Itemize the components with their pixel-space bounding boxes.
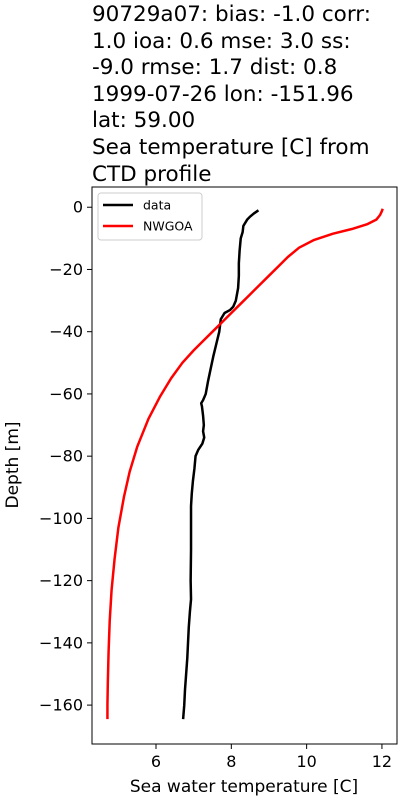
x-tick-label: 10: [296, 752, 316, 771]
title-line: lat: 59.00: [92, 108, 196, 134]
series-line-data: [181, 209, 260, 720]
x-axis-label: Sea water temperature [C]: [130, 777, 358, 797]
ticks-layer: 6 8 10 12 0 −20 −40 −60 −80 −100 −120 −140 −160: [39, 198, 392, 771]
y-tick-label: 0: [73, 198, 83, 217]
title-line: -9.0 rmse: 1.7 dist: 0.8: [92, 55, 338, 81]
title-line: 1999-07-26 lon: -151.96: [92, 81, 354, 107]
x-tick-label: 12: [372, 752, 392, 771]
plot-frame: [91, 186, 398, 745]
y-tick-label: −80: [49, 447, 83, 466]
legend-label-nwgoa: NWGOA: [143, 219, 193, 234]
y-axis-label: Depth [m]: [3, 421, 23, 508]
title-line: Sea temperature [C] from: [92, 134, 370, 160]
y-tick-label: −120: [39, 571, 83, 590]
legend: data NWGOA: [97, 192, 203, 241]
y-tick-label: −60: [49, 384, 83, 403]
series-line-nwgoa: [106, 208, 384, 720]
y-tick-label: −160: [39, 696, 83, 715]
x-tick-label: 6: [151, 752, 161, 771]
y-tick-label: −40: [49, 322, 83, 341]
legend-label-data: data: [143, 198, 171, 213]
title-line: 90729a07: bias: -1.0 corr:: [92, 2, 372, 27]
y-tick-label: −100: [39, 509, 83, 528]
title-line: CTD profile: [92, 161, 212, 187]
x-tick-label: 8: [226, 752, 236, 771]
y-tick-label: −20: [49, 260, 83, 279]
title-line: 1.0 ioa: 0.6 mse: 3.0 ss:: [92, 28, 351, 54]
y-tick-label: −140: [39, 633, 83, 652]
series-layer: [106, 208, 384, 720]
chart-title: 90729a07: bias: -1.0 corr: 1.0 ioa: 0.6 …: [92, 2, 398, 188]
